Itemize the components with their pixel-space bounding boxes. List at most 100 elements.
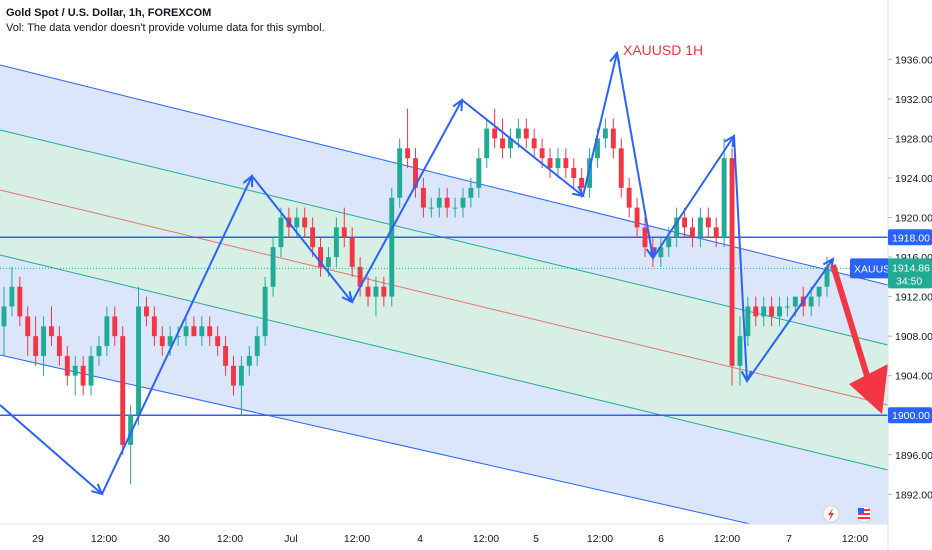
chart-annotation: XAUUSD 1H bbox=[623, 42, 703, 58]
candle-body bbox=[373, 286, 379, 297]
candle-body bbox=[41, 326, 47, 356]
candle-body bbox=[270, 247, 276, 287]
last-price-tag bbox=[888, 258, 932, 289]
forecast-arrow-head bbox=[849, 364, 888, 414]
y-tick-label: 1928.00 bbox=[895, 133, 932, 145]
candle-body bbox=[515, 128, 521, 139]
candle-body bbox=[428, 207, 434, 209]
trend-arrow[interactable] bbox=[101, 175, 253, 495]
candle-body bbox=[682, 217, 688, 228]
x-tick-label: 29 bbox=[32, 533, 44, 545]
level-tag bbox=[888, 407, 932, 424]
candle-body bbox=[420, 187, 426, 208]
candle-body bbox=[500, 138, 506, 149]
trend-arrow[interactable] bbox=[251, 175, 353, 303]
countdown-label: 34:50 bbox=[896, 275, 922, 287]
candle-body bbox=[674, 217, 680, 238]
trend-arrow[interactable] bbox=[0, 404, 103, 495]
trend-drawings[interactable] bbox=[0, 50, 888, 496]
last-price-label: 1914.86 bbox=[892, 262, 930, 274]
x-tick-label: 12:00 bbox=[714, 533, 740, 545]
candle-body bbox=[642, 227, 648, 248]
candle-body bbox=[96, 346, 102, 356]
candle-body bbox=[492, 128, 498, 139]
candle-body bbox=[602, 128, 608, 139]
y-tick-label: 1892.00 bbox=[895, 489, 932, 501]
channel-band-inner bbox=[0, 130, 888, 470]
candle-body bbox=[626, 187, 632, 208]
candle-body bbox=[816, 286, 822, 297]
x-tick-label: 4 bbox=[417, 533, 423, 545]
trend-arrow[interactable] bbox=[652, 135, 735, 259]
candle-body bbox=[690, 227, 695, 238]
x-tick-label: 5 bbox=[533, 533, 539, 545]
candle-body bbox=[120, 336, 126, 445]
candle-body bbox=[460, 197, 466, 208]
lightning-icon[interactable] bbox=[822, 505, 840, 523]
trend-arrow[interactable] bbox=[351, 99, 463, 303]
candle-body bbox=[737, 336, 743, 366]
candle-body bbox=[721, 158, 727, 238]
candle-body bbox=[104, 316, 110, 347]
candle-body bbox=[508, 138, 513, 149]
candle-body bbox=[618, 148, 624, 188]
candle-body bbox=[207, 326, 213, 337]
candle-body bbox=[80, 365, 86, 386]
candle-body bbox=[294, 217, 300, 228]
trend-arrow[interactable] bbox=[616, 52, 654, 259]
time-axis-bg bbox=[0, 524, 932, 550]
level-tag-label: 1900.00 bbox=[892, 410, 930, 422]
candle-body bbox=[72, 365, 78, 376]
candle-body bbox=[64, 355, 70, 376]
candle-body bbox=[761, 306, 767, 317]
candle-body bbox=[49, 326, 54, 337]
candle-body bbox=[531, 138, 537, 149]
candle-body bbox=[634, 207, 640, 228]
trend-arrow[interactable] bbox=[582, 52, 618, 197]
candle-body bbox=[579, 177, 585, 188]
candle-body bbox=[666, 237, 672, 248]
trend-arrow[interactable] bbox=[733, 135, 748, 382]
y-tick-label: 1904.00 bbox=[895, 371, 932, 383]
x-tick-label: 12:00 bbox=[842, 533, 868, 545]
candle-body bbox=[769, 306, 775, 317]
candle-body bbox=[159, 336, 165, 347]
candle-body bbox=[539, 148, 545, 159]
candle-body bbox=[357, 266, 363, 287]
candle-body bbox=[183, 326, 189, 337]
candle-body bbox=[468, 187, 474, 198]
candle-body bbox=[143, 306, 149, 317]
candle-body bbox=[349, 237, 355, 267]
candle-body bbox=[341, 227, 347, 238]
trend-arrow[interactable] bbox=[461, 99, 584, 197]
candle-body bbox=[381, 286, 387, 297]
channel-band-lower bbox=[0, 255, 888, 550]
candle-body bbox=[436, 197, 442, 208]
forecast-arrow[interactable] bbox=[830, 264, 875, 393]
candle-body bbox=[753, 306, 759, 317]
candle-body bbox=[9, 286, 15, 307]
candle-body bbox=[325, 257, 331, 267]
trend-arrow[interactable] bbox=[746, 258, 834, 382]
us-flag-icon[interactable] bbox=[855, 505, 873, 523]
candle-body bbox=[792, 296, 798, 307]
candle-body bbox=[199, 326, 205, 337]
channel-band-upper bbox=[0, 65, 888, 345]
candle-body bbox=[333, 227, 339, 258]
symbol-tag bbox=[850, 258, 890, 279]
regression-channel bbox=[0, 64, 889, 550]
candle-body bbox=[238, 365, 244, 386]
candle-body bbox=[777, 306, 782, 317]
x-tick-label: 6 bbox=[658, 533, 664, 545]
candle-body bbox=[587, 158, 593, 188]
candle-body bbox=[563, 158, 569, 169]
candle-body bbox=[705, 217, 711, 228]
x-tick-label: 12:00 bbox=[217, 533, 243, 545]
candle-body bbox=[729, 158, 735, 366]
x-tick-label: Jul bbox=[284, 533, 297, 545]
candle-body bbox=[413, 158, 418, 188]
candle-body bbox=[595, 138, 600, 159]
candle-body bbox=[452, 207, 458, 209]
x-tick-label: 12:00 bbox=[344, 533, 370, 545]
